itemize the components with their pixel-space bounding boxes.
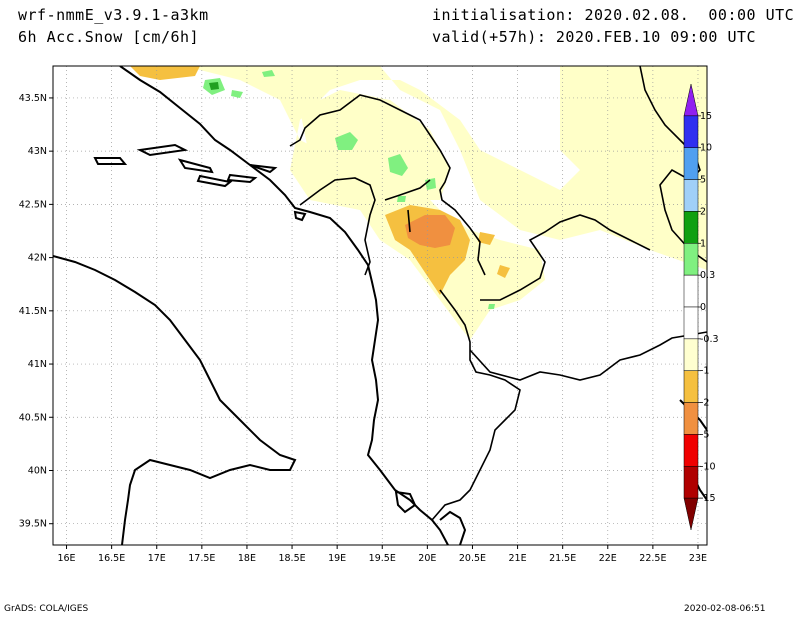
snow-area-green-4 bbox=[388, 154, 408, 176]
greece-coast bbox=[439, 510, 467, 545]
colorbar-segment bbox=[683, 147, 699, 180]
colorbar-label: 15 bbox=[700, 111, 712, 122]
lat-tick-label: 43N bbox=[28, 146, 47, 157]
lat-tick-label: 40N bbox=[28, 465, 47, 476]
colorbar-segment bbox=[683, 306, 699, 340]
colorbar-segment bbox=[683, 466, 699, 499]
lon-tick-label: 21E bbox=[509, 553, 527, 564]
lon-tick-label: 22E bbox=[599, 553, 617, 564]
snow-area-green-3 bbox=[335, 132, 358, 150]
border-macedonia bbox=[469, 214, 707, 381]
lon-tick-label: 18E bbox=[238, 553, 256, 564]
colorbar-segment bbox=[683, 434, 699, 467]
lon-tick-label: 20.5E bbox=[459, 553, 486, 564]
snow-area-light-3 bbox=[300, 90, 450, 200]
colorbar-label: 5 bbox=[700, 175, 706, 186]
islands-4 bbox=[293, 210, 307, 222]
lon-tick-label: 22.5E bbox=[639, 553, 666, 564]
colorbar-label: 1 bbox=[700, 238, 706, 249]
footer-timestamp: 2020-02-08-06:51 bbox=[684, 604, 766, 614]
colorbar-bottom-arrow bbox=[683, 497, 699, 531]
colorbar-segment bbox=[683, 338, 699, 371]
lat-tick-label: 41.5N bbox=[19, 306, 47, 317]
snow-area-orange-3 bbox=[478, 232, 510, 278]
snow-area-dark-orange bbox=[405, 215, 455, 248]
lon-tick-label: 19.5E bbox=[369, 553, 396, 564]
lon-tick-label: 16.5E bbox=[98, 553, 125, 564]
precip-fields bbox=[130, 66, 707, 340]
lat-tick-label: 41N bbox=[28, 359, 47, 370]
colorbar-segment bbox=[683, 115, 699, 148]
island-corfu bbox=[394, 490, 417, 514]
map-frame bbox=[52, 65, 708, 546]
border-kosovo bbox=[384, 179, 431, 233]
colorbar-label: -10 bbox=[700, 461, 716, 472]
init-time: initialisation: 2020.02.08. 00:00 UTC bbox=[432, 6, 795, 24]
lon-tick-label: 19E bbox=[328, 553, 346, 564]
colorbar-label: 2 bbox=[700, 206, 706, 217]
islands-3 bbox=[196, 164, 278, 188]
lat-tick-label: 40.5N bbox=[19, 412, 47, 423]
footer-credit: GrADS: COLA/IGES bbox=[4, 604, 89, 614]
lon-tick-label: 18.5E bbox=[278, 553, 305, 564]
colorbar-segment bbox=[683, 274, 699, 308]
lon-tick-label: 17E bbox=[148, 553, 166, 564]
lat-tick-label: 42N bbox=[28, 253, 47, 264]
colorbar-segment bbox=[683, 211, 699, 244]
colorbar-segment bbox=[683, 370, 699, 403]
lat-tick-label: 42.5N bbox=[19, 199, 47, 210]
colorbar-label: -0.3 bbox=[700, 334, 719, 345]
colorbar-segment bbox=[683, 243, 699, 276]
colorbar-label: -15 bbox=[700, 493, 716, 504]
colorbar-label: 0 bbox=[700, 302, 706, 313]
colorbar-label: -1 bbox=[700, 366, 709, 377]
colorbar-label: 10 bbox=[700, 143, 712, 154]
colorbar-segment bbox=[683, 179, 699, 212]
lat-tick-label: 39.5N bbox=[19, 519, 47, 530]
coastlines bbox=[53, 66, 707, 545]
lon-tick-label: 23E bbox=[689, 553, 707, 564]
lon-tick-label: 17.5E bbox=[188, 553, 215, 564]
border-north bbox=[289, 94, 486, 276]
axis-ticks: 16E 16.5E 17E 17.5E 18E 18.5E 19E 19.5E 20E 20.5E… bbox=[19, 93, 707, 564]
colorbar-label: -2 bbox=[700, 398, 709, 409]
model-label: wrf-nmmE_v3.9.1-a3km bbox=[18, 6, 209, 24]
islands-1 bbox=[93, 157, 128, 165]
colorbar-segment bbox=[683, 402, 699, 435]
lon-tick-label: 21.5E bbox=[549, 553, 576, 564]
snow-area-green-1b bbox=[209, 82, 219, 90]
snow-area-green-2 bbox=[231, 70, 275, 98]
border-albania-east bbox=[431, 289, 521, 521]
border-montenegro bbox=[299, 177, 376, 276]
adriatic-east-coast bbox=[119, 66, 449, 545]
colorbar: 15 10 5 2 1 0.3 0 -0.3 -1 -2 -5 -10 -15 bbox=[683, 83, 719, 531]
islands-2 bbox=[136, 143, 214, 174]
lon-tick-label: 20E bbox=[418, 553, 436, 564]
lon-tick-label: 16E bbox=[57, 553, 75, 564]
snow-area-light bbox=[130, 66, 707, 340]
italy-coast bbox=[53, 255, 297, 545]
field-label: 6h Acc.Snow [cm/6h] bbox=[18, 28, 200, 46]
snow-area-light-2 bbox=[560, 66, 707, 250]
snow-area-orange-2 bbox=[130, 66, 200, 80]
lat-tick-label: 43.5N bbox=[19, 93, 47, 104]
colorbar-label: 0.3 bbox=[700, 270, 715, 281]
colorbar-label: -5 bbox=[700, 429, 709, 440]
valid-time: valid(+57h): 2020.FEB.10 09:00 UTC bbox=[432, 28, 757, 46]
